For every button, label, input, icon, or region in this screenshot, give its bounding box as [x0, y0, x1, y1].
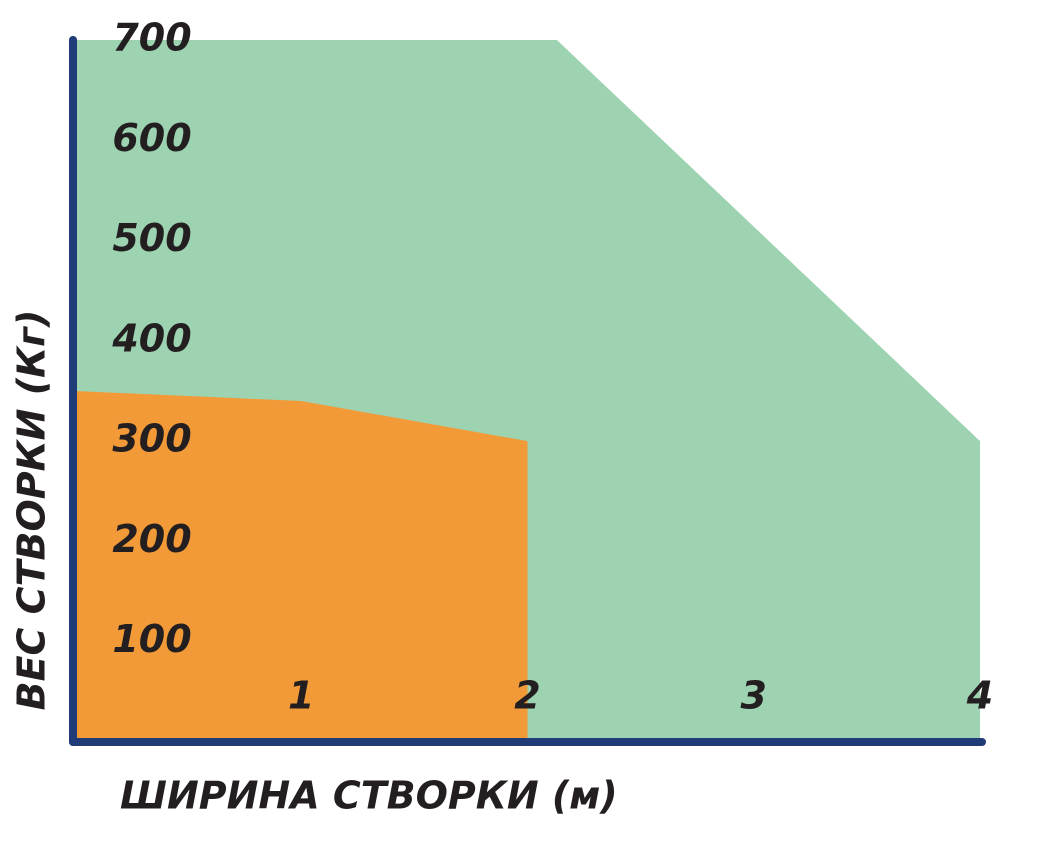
area: [75, 391, 528, 742]
y-tick-label: 300: [112, 417, 191, 461]
x-tick-label: 4: [966, 674, 993, 718]
y-tick-label: 700: [112, 16, 191, 60]
y-tick-label: 600: [112, 116, 191, 160]
y-tick-label: 100: [112, 617, 191, 661]
y-tick-label: 400: [111, 316, 191, 360]
x-tick-label: 1: [288, 674, 314, 718]
y-axis-label: ВЕС СТВОРКИ (Кг): [10, 310, 54, 711]
x-axis-label: ШИРИНА СТВОРКИ (м): [120, 774, 618, 818]
x-tick-label: 2: [514, 674, 540, 718]
plot-area: [75, 40, 980, 742]
x-tick-label: 3: [741, 674, 767, 718]
y-tick-label: 500: [112, 216, 191, 260]
y-tick-label: 200: [112, 517, 191, 561]
